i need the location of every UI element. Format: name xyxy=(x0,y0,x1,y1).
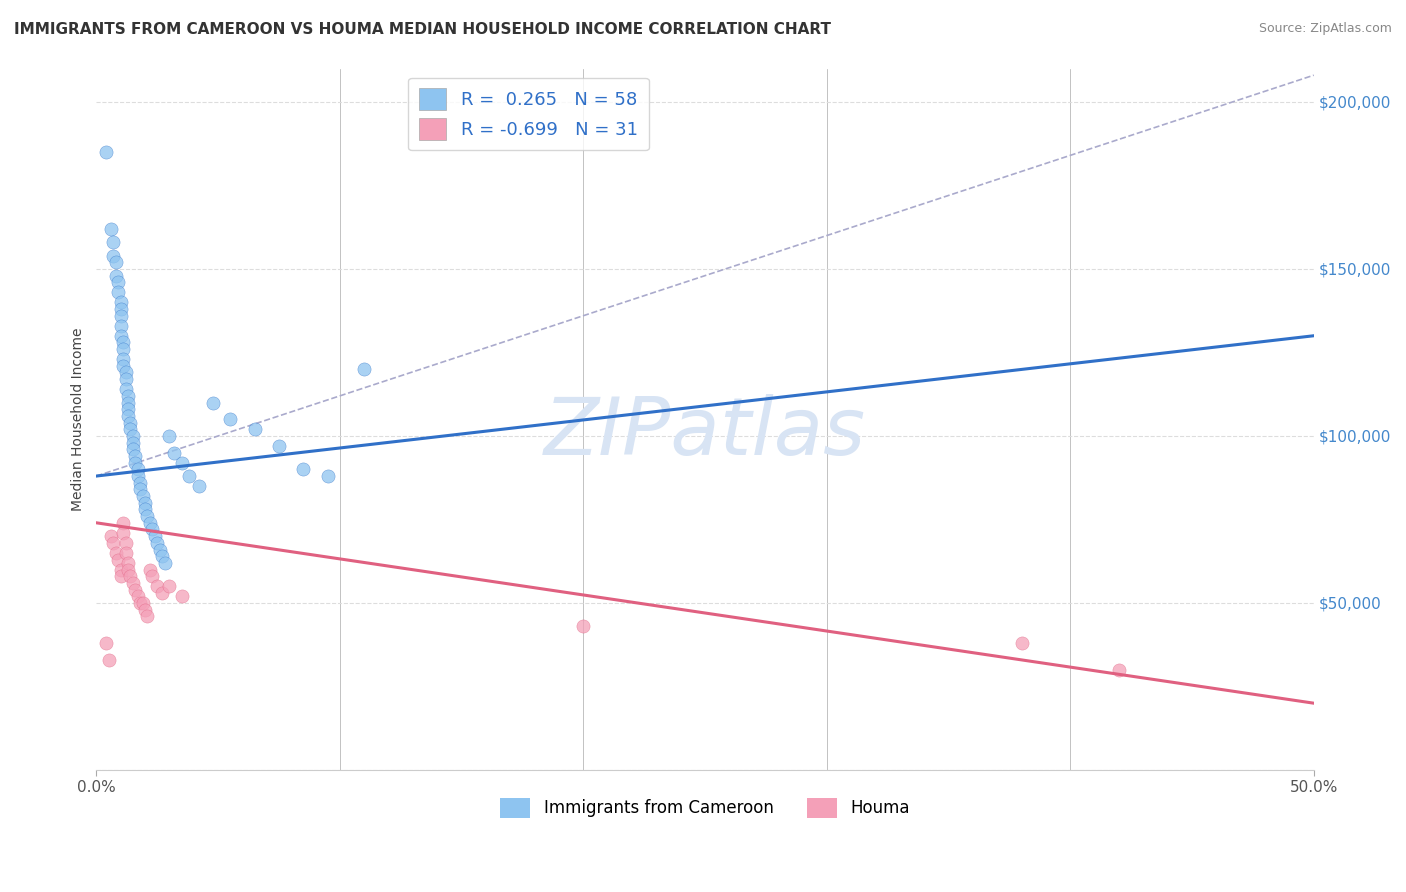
Point xyxy=(146,579,169,593)
Point xyxy=(97,653,120,667)
Legend: Immigrants from Cameroon, Houma: Immigrants from Cameroon, Houma xyxy=(494,791,917,825)
Point xyxy=(131,489,153,503)
Point xyxy=(177,469,200,483)
Point xyxy=(136,609,159,624)
Point xyxy=(94,145,117,159)
Point xyxy=(104,268,127,283)
Point xyxy=(170,456,193,470)
Point xyxy=(117,556,139,570)
Point xyxy=(267,439,290,453)
Point xyxy=(139,516,162,530)
Point xyxy=(572,619,595,633)
Point xyxy=(316,469,339,483)
Point xyxy=(110,318,132,333)
Point xyxy=(110,328,132,343)
Point xyxy=(129,475,152,490)
Point xyxy=(122,442,145,457)
Point xyxy=(124,449,146,463)
Point xyxy=(103,536,125,550)
Point xyxy=(110,295,132,310)
Point xyxy=(157,579,180,593)
Point xyxy=(112,342,135,356)
Point xyxy=(120,416,142,430)
Point xyxy=(114,536,136,550)
Point xyxy=(122,576,145,591)
Point xyxy=(134,602,156,616)
Point xyxy=(219,412,242,426)
Point xyxy=(127,469,149,483)
Point xyxy=(150,549,173,564)
Point xyxy=(353,362,375,376)
Y-axis label: Median Household Income: Median Household Income xyxy=(72,327,86,511)
Point xyxy=(117,409,139,423)
Point xyxy=(134,502,156,516)
Point xyxy=(117,563,139,577)
Text: IMMIGRANTS FROM CAMEROON VS HOUMA MEDIAN HOUSEHOLD INCOME CORRELATION CHART: IMMIGRANTS FROM CAMEROON VS HOUMA MEDIAN… xyxy=(14,22,831,37)
Point xyxy=(120,422,142,436)
Point xyxy=(117,389,139,403)
Point xyxy=(103,249,125,263)
Point xyxy=(107,285,129,300)
Text: Source: ZipAtlas.com: Source: ZipAtlas.com xyxy=(1258,22,1392,36)
Point xyxy=(141,523,163,537)
Point xyxy=(243,422,266,436)
Point xyxy=(103,235,125,250)
Point xyxy=(187,479,209,493)
Point xyxy=(131,596,153,610)
Point xyxy=(120,569,142,583)
Point xyxy=(149,542,172,557)
Point xyxy=(110,301,132,316)
Point xyxy=(127,589,149,603)
Point xyxy=(141,569,163,583)
Point xyxy=(112,516,135,530)
Point xyxy=(112,359,135,373)
Point xyxy=(153,556,176,570)
Point xyxy=(114,546,136,560)
Point xyxy=(114,372,136,386)
Point xyxy=(110,309,132,323)
Point xyxy=(112,335,135,350)
Point xyxy=(1011,636,1033,650)
Point xyxy=(110,563,132,577)
Point xyxy=(122,429,145,443)
Point xyxy=(292,462,315,476)
Point xyxy=(1108,663,1130,677)
Point xyxy=(129,483,152,497)
Text: ZIPatlas: ZIPatlas xyxy=(544,394,866,472)
Point xyxy=(94,636,117,650)
Point xyxy=(100,222,122,236)
Point xyxy=(114,366,136,380)
Point xyxy=(100,529,122,543)
Point xyxy=(107,275,129,289)
Point xyxy=(110,569,132,583)
Point xyxy=(104,546,127,560)
Point xyxy=(143,529,166,543)
Point xyxy=(127,462,149,476)
Point xyxy=(117,395,139,409)
Point xyxy=(136,509,159,524)
Point xyxy=(112,352,135,367)
Point xyxy=(124,456,146,470)
Point xyxy=(139,563,162,577)
Point xyxy=(150,586,173,600)
Point xyxy=(129,596,152,610)
Point xyxy=(112,525,135,540)
Point xyxy=(134,496,156,510)
Point xyxy=(157,429,180,443)
Point xyxy=(146,536,169,550)
Point xyxy=(170,589,193,603)
Point xyxy=(114,382,136,396)
Point xyxy=(107,552,129,566)
Point xyxy=(122,435,145,450)
Point xyxy=(163,445,186,459)
Point xyxy=(202,395,225,409)
Point xyxy=(124,582,146,597)
Point xyxy=(104,255,127,269)
Point xyxy=(117,402,139,417)
